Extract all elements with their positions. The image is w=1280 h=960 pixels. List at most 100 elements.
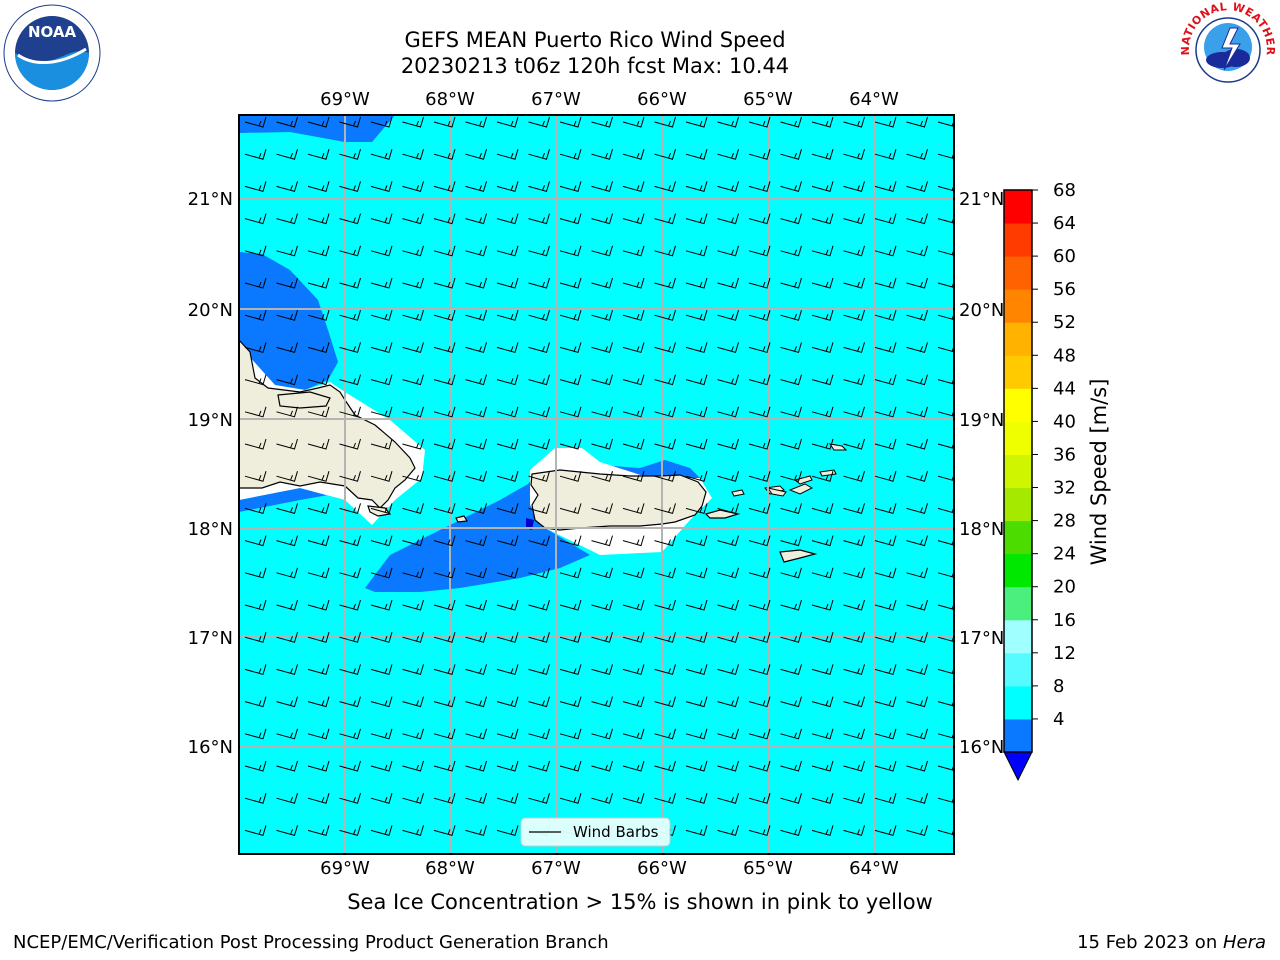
wind-barb	[559, 471, 582, 482]
wind-barb	[874, 696, 897, 708]
wind-barb	[843, 342, 865, 354]
wind-barb	[685, 632, 708, 643]
wind-barb	[307, 535, 330, 547]
wind-barb	[654, 535, 676, 547]
sea-ice-note: Sea Ice Concentration > 15% is shown in …	[347, 890, 933, 914]
wind-barb	[717, 632, 739, 643]
wind-barb	[874, 310, 897, 321]
wind-barb	[244, 825, 267, 837]
wind-barb	[906, 149, 928, 160]
wind-barb	[307, 116, 330, 128]
wind-barb	[843, 213, 865, 225]
wind-barb	[559, 728, 582, 740]
wind-barb	[654, 567, 676, 579]
wind-barb	[433, 277, 456, 289]
wind-barb	[528, 213, 550, 225]
chart-subtitle: 20230213 t06z 120h fcst Max: 10.44	[400, 54, 790, 78]
wind-barb	[874, 277, 897, 289]
wind-barb	[874, 567, 897, 579]
wind-barb	[307, 374, 330, 386]
colorbar-segment	[1004, 322, 1032, 356]
wind-barb	[402, 245, 424, 257]
wind-barb	[717, 149, 739, 160]
wind-barb	[906, 632, 928, 643]
colorbar-tick-label: 8	[1053, 676, 1064, 697]
wind-barb	[559, 116, 582, 128]
wind-barb	[717, 599, 739, 611]
wind-barb	[717, 696, 739, 708]
wind-barb	[402, 728, 424, 740]
wind-barb	[717, 535, 739, 547]
wind-barb	[748, 471, 771, 482]
colorbar-tick-label: 24	[1053, 544, 1076, 565]
wind-barb	[276, 503, 298, 515]
wind-barb	[843, 116, 865, 128]
wind-barb	[906, 213, 928, 225]
wind-barb	[244, 728, 267, 740]
lon-label-top: 69°W	[320, 89, 370, 110]
wind-barb	[559, 213, 582, 225]
wind-barb	[465, 406, 487, 418]
wind-barb	[276, 632, 298, 643]
wind-barb	[748, 438, 771, 450]
wind-barb	[528, 535, 550, 547]
wind-barb	[307, 503, 330, 515]
wind-barb	[811, 567, 834, 579]
wind-barb	[339, 696, 361, 708]
wind-barb	[528, 760, 550, 772]
wind-barb	[685, 503, 708, 515]
wind-barb	[843, 277, 865, 289]
wind-barb	[433, 535, 456, 547]
wind-barb	[402, 213, 424, 225]
wind-barb	[843, 181, 865, 193]
wind-barb	[843, 728, 865, 740]
lon-label-bottom: 64°W	[849, 858, 899, 879]
wind-barb	[307, 664, 330, 676]
wind-barb	[591, 535, 613, 547]
wind-barb	[528, 664, 550, 676]
lat-label-right: 17°N	[959, 628, 1004, 649]
wind-barb	[433, 599, 456, 611]
wind-barb	[559, 149, 582, 160]
wind-barb	[433, 213, 456, 225]
wind-barb	[685, 728, 708, 740]
wind-barb	[843, 664, 865, 676]
lon-label-bottom: 65°W	[743, 858, 793, 879]
wind-barb	[339, 374, 361, 386]
wind-barb	[906, 342, 928, 354]
wind-barb	[874, 406, 897, 418]
wind-barb	[591, 760, 613, 772]
wind-barb	[654, 342, 676, 354]
wind-barb	[717, 760, 739, 772]
wind-barb	[811, 374, 834, 386]
wind-barb	[370, 632, 393, 643]
lon-labels-top: 69°W 68°W 67°W 66°W 65°W 64°W	[320, 89, 899, 110]
wind-barb	[339, 438, 361, 450]
wind-barb	[559, 664, 582, 676]
wind-barb	[717, 374, 739, 386]
wind-barb	[843, 471, 865, 482]
wind-barb	[276, 664, 298, 676]
wind-barb	[780, 438, 802, 450]
wind-barb	[654, 471, 676, 482]
wind-barb	[496, 793, 519, 804]
wind-barb	[874, 793, 897, 804]
map-area	[239, 115, 954, 854]
wind-barb	[433, 374, 456, 386]
wind-barb	[843, 632, 865, 643]
wind-barb	[244, 535, 267, 547]
wind-barb	[465, 438, 487, 450]
colorbar-segment	[1004, 487, 1032, 522]
wind-barb	[843, 245, 865, 257]
wind-barb	[496, 406, 519, 418]
wind-barb	[591, 213, 613, 225]
wind-barb	[339, 116, 361, 128]
wind-barb	[276, 245, 298, 257]
colorbar-segment	[1004, 421, 1032, 455]
wind-barb	[622, 310, 645, 321]
wind-barb	[433, 760, 456, 772]
wind-barb	[244, 406, 267, 418]
wind-barb	[843, 406, 865, 418]
wind-barb	[528, 567, 550, 579]
wind-barb	[559, 406, 582, 418]
